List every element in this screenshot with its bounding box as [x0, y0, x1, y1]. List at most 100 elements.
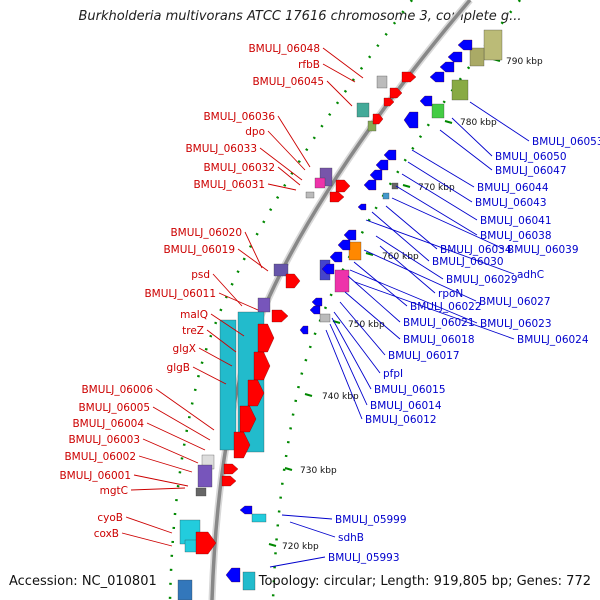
leader-line: [375, 235, 444, 280]
leader-line: [259, 147, 303, 181]
gene-label: pfpI: [383, 368, 403, 380]
gene-block: [334, 269, 350, 293]
kbp-tick-layer: 790 kbp 780 kbp 770 kbp 760 kbp 750 kbp 740 k…: [268, 57, 543, 552]
gene-label: treZ: [182, 325, 204, 337]
gene-label: BMULJ_06002: [64, 451, 136, 463]
gene-label: BMULJ_06044: [477, 182, 549, 194]
leader-line: [121, 532, 173, 547]
gene-label: BMULJ_06019: [163, 244, 235, 256]
gene-label: BMULJ_06015: [374, 384, 446, 396]
leader-line: [469, 101, 530, 142]
gene-label: rpoN: [438, 288, 463, 300]
gene-label: BMULJ_06033: [185, 143, 257, 155]
gene-arrow: [375, 159, 389, 171]
map-title: Burkholderia multivorans ATCC 17616 chro…: [78, 9, 522, 24]
gene-label: BMULJ_06017: [388, 350, 460, 362]
kbp-tick-label: 760 kbp: [382, 252, 419, 262]
gene-arrow: [335, 179, 351, 193]
gene-arrow: [299, 325, 309, 335]
genome-summary: Topology: circular; Length: 919,805 bp; …: [258, 574, 591, 589]
gene-block: [431, 103, 445, 119]
kbp-tick: [365, 252, 374, 256]
gene-arrow: [257, 323, 275, 353]
leader-line: [354, 281, 515, 340]
leader-line: [391, 197, 505, 250]
gene-arrow: [363, 179, 377, 191]
gene-block: [356, 102, 370, 118]
leader-line: [349, 269, 478, 324]
gene-label: BMULJ_06012: [365, 414, 437, 426]
leader-line: [138, 455, 193, 473]
gene-label: rfbB: [298, 59, 320, 71]
leader-line: [277, 166, 301, 186]
gene-arrow: [337, 239, 351, 251]
kbp-tick-label: 780 kbp: [460, 118, 497, 128]
kbp-tick: [268, 543, 277, 547]
leader-line: [333, 311, 381, 374]
gene-label: BMULJ_06045: [252, 76, 324, 88]
gene-label: BMULJ_06018: [403, 334, 475, 346]
gene-block: [391, 182, 399, 190]
gene-arrow: [239, 505, 253, 515]
leader-line: [146, 422, 206, 451]
gene-arrow: [321, 263, 335, 275]
gene-label: BMULJ_06027: [479, 296, 551, 308]
gene-label: BMULJ_06014: [370, 400, 442, 412]
gene-block: [305, 191, 315, 199]
leader-line: [439, 129, 493, 171]
leader-line: [395, 185, 478, 236]
gene-arrow: [271, 309, 289, 323]
gene-block: [348, 241, 362, 261]
gene-label: dpo: [245, 126, 265, 138]
gene-arrow: [223, 463, 239, 475]
gene-block: [197, 464, 213, 488]
gene-label: BMULJ_06024: [517, 334, 589, 346]
gene-block: [251, 513, 267, 523]
gene-arrow: [369, 169, 383, 181]
gene-label: BMULJ_06031: [193, 179, 265, 191]
gene-label: BMULJ_06041: [480, 215, 552, 227]
gene-label: BMULJ_06004: [72, 418, 144, 430]
gene-label: BMULJ_06006: [81, 384, 153, 396]
gene-block: [177, 579, 193, 600]
leader-line: [281, 514, 333, 520]
leader-line: [326, 80, 353, 107]
gene-arrow: [343, 229, 357, 241]
leader-line: [363, 249, 477, 302]
gene-arrow: [403, 111, 419, 129]
label-layer: BMULJ_06048 rfbB BMULJ_06045 BMULJ_06036dpo…: [59, 43, 600, 564]
kbp-tick-label: 770 kbp: [418, 183, 455, 193]
gene-label: glgB: [167, 362, 190, 374]
leader-line: [206, 329, 237, 353]
leader-line: [152, 406, 211, 441]
leader-line: [142, 438, 199, 464]
gene-block: [367, 120, 377, 132]
leader-line: [451, 117, 493, 157]
leader-line: [325, 329, 363, 420]
gene-arrow: [372, 113, 384, 125]
label-line-layer: [121, 47, 530, 568]
gene-block: [273, 263, 289, 277]
gene-label: BMULJ_05993: [328, 552, 400, 564]
leader-line: [192, 366, 227, 385]
leader-line: [385, 205, 438, 250]
kbp-tick: [304, 393, 313, 397]
leader-line: [218, 292, 259, 311]
gene-block: [195, 487, 207, 497]
gene-arrow: [329, 191, 345, 203]
right-dot-track: [271, 0, 521, 600]
gene-label: BMULJ_06048: [248, 43, 320, 55]
kbp-tick: [402, 184, 411, 188]
gene-arrow: [457, 39, 473, 51]
gene-label: malQ: [180, 309, 208, 321]
gene-label: BMULJ_06039: [507, 244, 579, 256]
gene-arrow: [195, 531, 217, 555]
gene-arrow: [253, 351, 271, 381]
gene-block: [376, 75, 388, 89]
gene-arrow: [439, 61, 455, 73]
gene-block: [219, 319, 237, 451]
gene-arrow: [247, 379, 265, 407]
gene-label: adhC: [517, 269, 544, 281]
gene-label: psd: [191, 269, 210, 281]
